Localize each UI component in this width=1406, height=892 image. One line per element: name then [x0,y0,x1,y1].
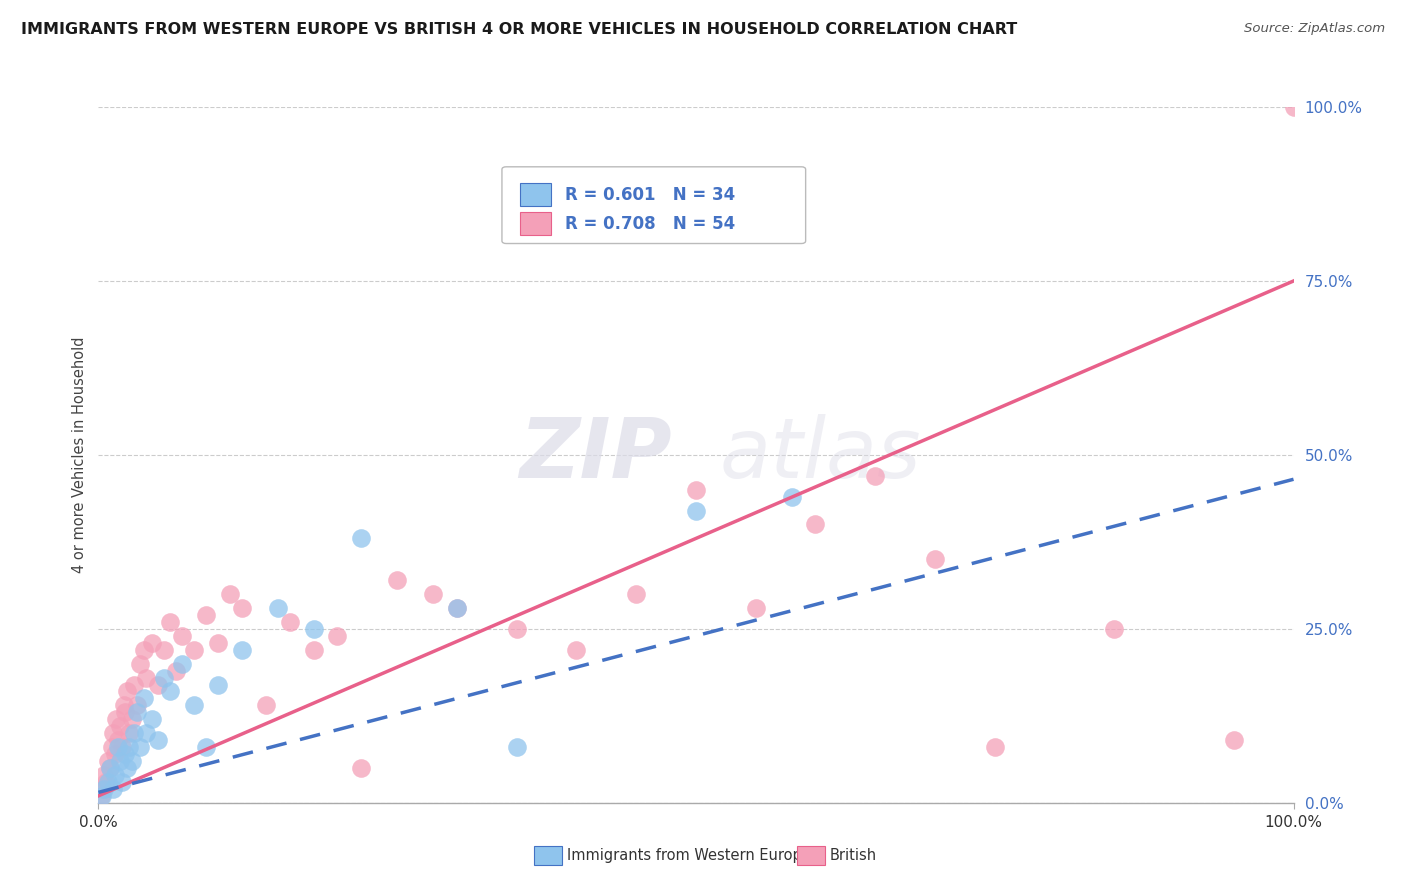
Point [114,706,136,720]
Point [1223,733,1246,747]
Point [159,615,181,629]
Point [101,781,124,796]
Point [97,754,120,768]
Text: ZIP: ZIP [519,415,672,495]
Point [148,733,170,747]
Point [984,740,1007,755]
Point [141,712,163,726]
Point [112,698,135,713]
Point [254,698,277,713]
Point [231,642,253,657]
Point [100,740,122,755]
Point [108,754,131,768]
Point [745,601,768,615]
Point [506,622,529,636]
Text: R = 0.708   N = 54: R = 0.708 N = 54 [565,215,735,233]
Point [302,642,325,657]
Point [865,468,887,483]
Point [172,629,194,643]
Y-axis label: 4 or more Vehicles in Household: 4 or more Vehicles in Household [72,336,87,574]
Point [326,629,349,643]
Point [506,740,529,755]
Point [195,740,218,755]
Point [148,677,170,691]
Point [153,642,176,657]
Point [135,671,157,685]
Point [422,587,444,601]
Point [108,719,131,733]
Point [118,726,141,740]
Point [565,642,588,657]
Point [267,601,290,615]
Point [98,761,122,775]
Point [385,573,409,587]
Point [129,740,152,755]
Point [91,789,114,803]
Point [107,733,129,747]
Point [1282,100,1305,114]
Text: Source: ZipAtlas.com: Source: ZipAtlas.com [1244,22,1385,36]
Point [104,768,127,782]
Point [132,691,155,706]
Point [94,775,117,789]
Point [115,761,138,775]
Point [97,775,120,789]
Point [118,740,141,755]
Point [135,726,157,740]
Point [121,712,143,726]
Point [195,607,218,622]
Point [302,622,325,636]
Point [446,601,468,615]
Point [125,698,148,713]
Point [183,642,205,657]
Point [207,636,229,650]
Point [159,684,181,698]
Point [780,490,803,504]
Point [90,789,112,803]
Point [804,517,827,532]
Point [165,664,187,678]
Point [93,781,115,796]
Text: R = 0.601   N = 34: R = 0.601 N = 34 [565,186,735,203]
Point [132,642,155,657]
Point [278,615,301,629]
Point [125,706,148,720]
Point [219,587,242,601]
Point [101,726,124,740]
Point [121,754,143,768]
Point [111,740,134,755]
Point [924,552,946,566]
Point [350,532,373,546]
Point [231,601,253,615]
Point [685,503,707,517]
Point [124,726,146,740]
Text: IMMIGRANTS FROM WESTERN EUROPE VS BRITISH 4 OR MORE VEHICLES IN HOUSEHOLD CORREL: IMMIGRANTS FROM WESTERN EUROPE VS BRITIS… [21,22,1018,37]
Point [172,657,194,671]
Point [446,601,468,615]
Point [153,671,176,685]
Point [114,747,136,761]
Point [111,775,134,789]
Point [129,657,152,671]
Text: Immigrants from Western Europe: Immigrants from Western Europe [567,848,810,863]
Point [107,740,129,755]
Point [685,483,707,497]
Point [141,636,163,650]
Point [1104,622,1126,636]
Text: atlas: atlas [720,415,921,495]
Point [183,698,205,713]
Point [91,781,114,796]
Point [115,684,138,698]
Point [207,677,229,691]
Text: British: British [830,848,877,863]
Point [626,587,648,601]
Point [98,761,122,775]
Point [104,747,127,761]
Point [93,768,115,782]
Point [124,677,146,691]
Point [350,761,373,775]
Point [105,712,128,726]
